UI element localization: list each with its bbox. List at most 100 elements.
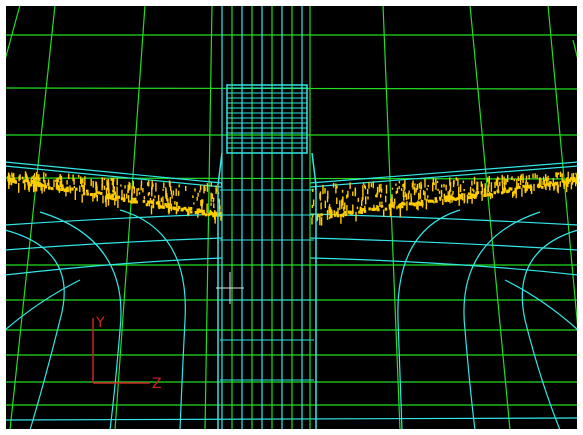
yellow-point-mark [371,207,374,211]
yellow-point-mark [97,191,101,195]
yellow-point-mark [47,186,51,190]
yellow-point-mark [563,182,566,186]
yellow-point-mark [380,204,384,208]
yellow-point-mark [89,193,93,197]
cyan-mesh-line [521,229,579,431]
yellow-point-mark [456,197,459,200]
yellow-point-mark [162,205,165,209]
yellow-point-mark [398,205,402,209]
yellow-point-mark [123,197,126,201]
yellow-point-mark [111,194,115,197]
yellow-point-mark [194,211,198,214]
yellow-point-mark [51,187,54,191]
yellow-point-mark [567,181,570,184]
yellow-point-mark [202,209,205,213]
cyan-mesh-line [504,279,579,331]
yellow-point-mark [29,183,33,187]
yellow-point-mark [544,183,547,187]
yellow-point-mark [63,188,66,192]
cyan-mesh-line [4,213,223,226]
yellow-point-mark [483,194,486,197]
cyan-mesh-line [4,237,223,251]
yellow-point-mark [439,196,442,200]
yellow-point-mark [31,180,34,184]
yellow-point-mark [428,199,431,203]
yellow-point-mark [343,210,347,214]
yellow-point-mark [44,185,47,189]
yellow-point-mark [36,181,39,185]
yellow-point-mark [66,186,69,190]
yellow-point-mark [358,210,361,214]
yellow-point-mark [100,191,103,195]
yellow-point-mark [486,193,490,197]
yellow-point-mark [475,193,478,197]
yellow-point-mark [209,210,212,214]
yellow-point-mark [341,213,344,217]
yellow-point-mark [335,211,338,215]
yellow-point-mark [71,187,74,191]
yellow-point-mark [548,183,551,187]
yellow-point-mark [572,178,575,182]
yellow-point-mark [165,204,169,208]
yellow-point-mark [496,189,499,193]
yellow-point-mark [555,182,559,185]
cyan-mesh-line [119,209,186,431]
yellow-point-mark [329,212,333,216]
yellow-point-mark [472,193,475,197]
cyan-mesh-line [309,257,579,276]
yellow-point-mark [215,213,218,217]
yellow-point-mark [458,195,462,199]
yellow-point-mark [94,192,97,196]
yellow-point-mark [461,193,464,197]
yellow-point-mark [537,183,541,187]
yellow-point-mark [447,199,450,202]
yellow-point-mark [388,206,392,210]
yellow-point-mark [363,209,367,213]
yellow-point-mark [447,196,451,200]
center-column-mesh [217,5,317,430]
yellow-point-mark [350,211,354,215]
yellow-point-mark [108,196,111,200]
yellow-point-mark [451,196,455,200]
yellow-point-mark [24,179,27,183]
yellow-point-mark [131,197,134,201]
yellow-point-mark [489,192,493,196]
yellow-point-mark [110,196,114,200]
yellow-point-mark [157,201,160,205]
green-vertical-line [204,4,213,431]
yellow-point-mark [115,196,118,200]
yellow-point-mark [134,200,137,204]
yellow-point-mark [448,195,452,199]
yellow-point-mark [471,193,474,197]
yellow-point-mark [147,200,150,204]
cyan-mesh-line [4,229,65,431]
yellow-point-mark [9,179,12,182]
yellow-point-mark [315,217,319,220]
yellow-point-mark [167,203,170,207]
viewport-frame [4,4,579,431]
cyan-mesh-line [39,211,122,431]
axis-triad: Y Z [92,315,162,392]
yellow-point-mark [475,191,478,195]
yellow-point-mark [188,207,192,211]
yellow-point-mark [142,199,146,203]
yellow-point-mark [359,209,362,213]
yellow-point-mark [454,197,458,201]
yellow-point-mark [334,213,337,217]
yellow-point-mark [508,187,512,191]
yellow-point-mark [547,182,550,186]
yellow-point-mark [207,213,211,216]
yellow-point-mark [58,188,61,192]
yellow-point-mark [134,197,137,201]
yellow-point-mark [117,195,121,199]
yellow-point-mark [401,205,404,209]
yellow-point-mark [320,213,323,217]
yellow-point-mark [14,180,17,184]
yellow-point-mark [86,189,89,193]
yellow-point-mark [157,204,161,208]
yellow-point-mark [204,213,208,217]
yellow-point-mark [60,188,64,191]
yellow-point-mark [106,196,109,200]
